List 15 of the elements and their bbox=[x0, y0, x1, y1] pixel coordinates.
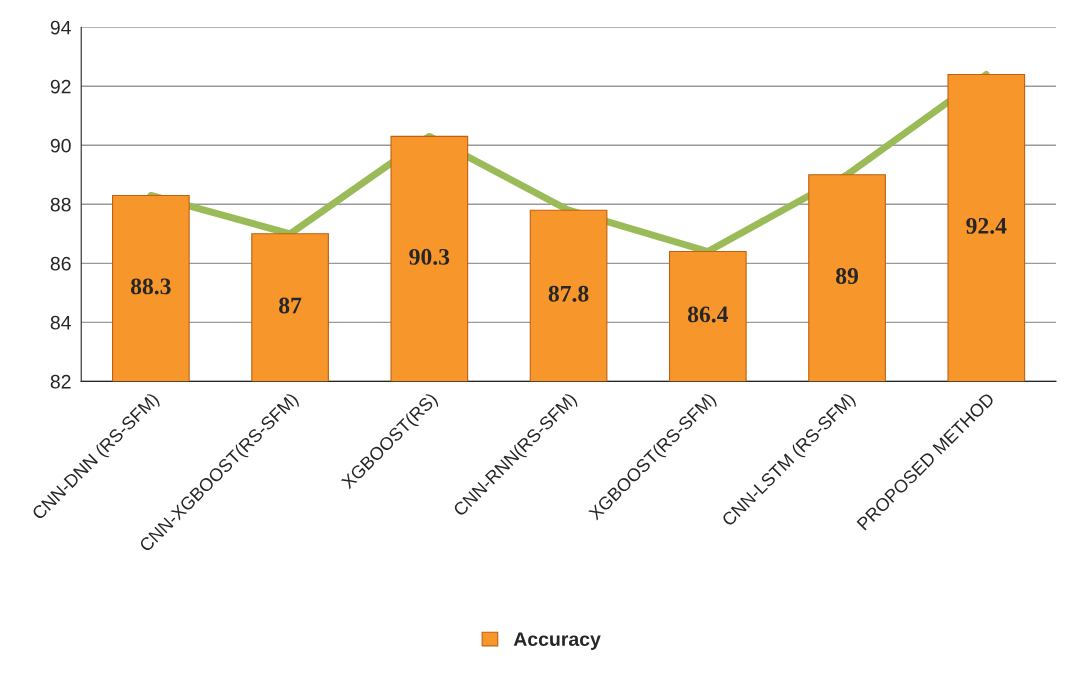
y-tick-label: 90 bbox=[50, 138, 71, 153]
y-tick-label: 84 bbox=[50, 315, 71, 330]
legend-label: Accuracy bbox=[513, 632, 601, 650]
data-label: 86.4 bbox=[687, 306, 729, 323]
data-label: 89 bbox=[836, 268, 859, 284]
y-tick-label: 94 bbox=[50, 20, 71, 35]
data-label: 87.8 bbox=[548, 285, 589, 302]
data-label: 87 bbox=[279, 297, 302, 314]
y-tick-label: 86 bbox=[50, 256, 71, 271]
y-tick-label: 92 bbox=[50, 79, 71, 94]
y-tick-label: 82 bbox=[50, 374, 71, 389]
data-label: 92.4 bbox=[966, 217, 1007, 234]
data-label: 90.3 bbox=[409, 248, 450, 265]
data-label: 88.3 bbox=[130, 278, 171, 295]
y-tick-label: 88 bbox=[50, 197, 71, 212]
